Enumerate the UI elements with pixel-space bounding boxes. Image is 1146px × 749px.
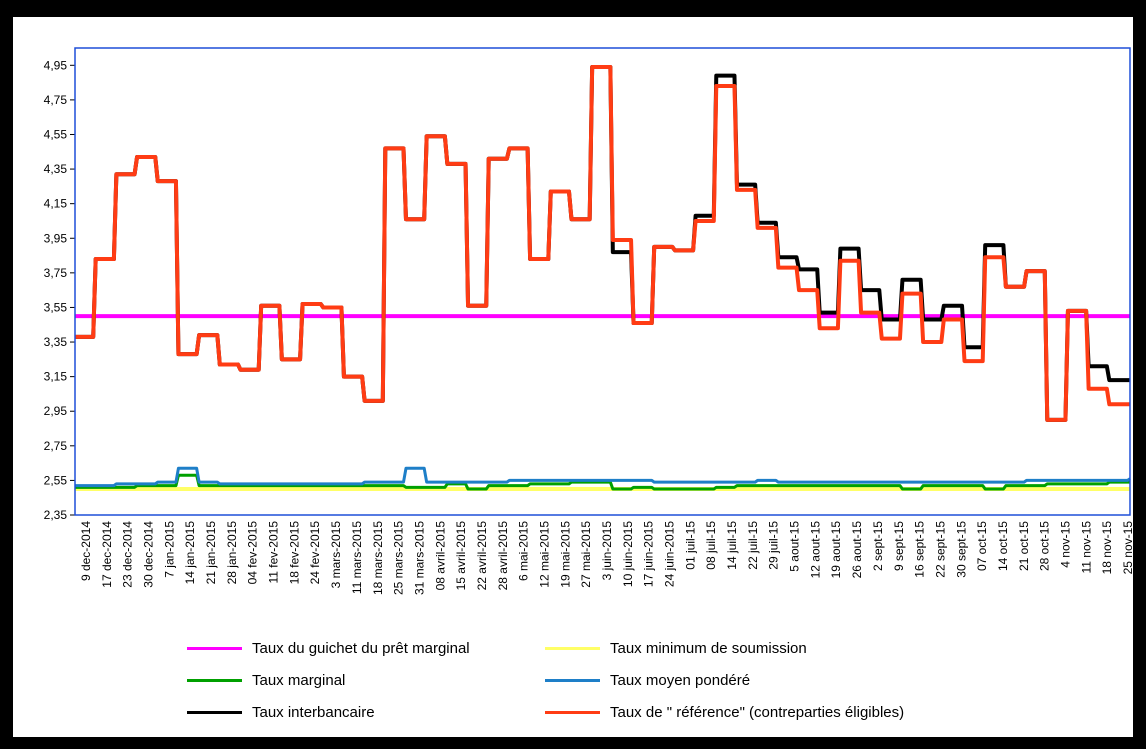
x-tick-label: 3 mars-2015 (329, 521, 343, 589)
x-tick-label: 31 mars-2015 (412, 521, 426, 595)
x-tick-label: 18 fev-2015 (287, 521, 301, 585)
y-axis-ticks: 2,35 2,55 2,75 2,95 3,15 3,35 3,55 3,75 3,95 4,15… (44, 58, 75, 522)
legend-swatch (545, 710, 600, 714)
x-tick-label: 17 juin-2015 (642, 521, 656, 587)
rates-line-chart: 2,35 2,55 2,75 2,95 3,15 3,35 3,55 3,75 3,95 4,15… (44, 47, 1133, 595)
x-tick-label: 21 oct-15 (1017, 521, 1031, 571)
x-tick-label: 08 avril-2015 (433, 521, 447, 591)
x-tick-label: 3 juin-2015 (600, 521, 614, 581)
x-tick-label: 23 dec-2014 (121, 521, 135, 588)
x-tick-label: 24 fev-2015 (308, 521, 322, 585)
x-tick-label: 24 juin-2015 (663, 521, 677, 587)
x-tick-label: 28 avril-2015 (496, 521, 510, 591)
legend-item-pret-marginal: Taux du guichet du prêt marginal (187, 637, 470, 659)
x-tick-label: 27 mai-2015 (579, 521, 593, 588)
x-tick-label: 04 fev-2015 (246, 521, 260, 585)
legend-label: Taux marginal (252, 671, 346, 689)
series-line-4 (75, 65, 1130, 422)
x-tick-label: 9 dec-2014 (79, 521, 93, 581)
legend-item-taux-interbancaire: Taux interbancaire (187, 701, 375, 723)
series-lines (75, 65, 1131, 492)
x-tick-label: 17 dec-2014 (100, 521, 114, 588)
legend-label: Taux minimum de soumission (610, 639, 807, 657)
y-tick-label: 4,75 (44, 93, 68, 107)
x-tick-label: 22 avril-2015 (475, 521, 489, 591)
legend-label: Taux moyen pondéré (610, 671, 751, 689)
legend-item-taux-moyen: Taux moyen pondéré (545, 669, 750, 691)
x-tick-label: 19 mai-2015 (558, 521, 572, 588)
legend-swatch (187, 710, 242, 714)
y-tick-label: 4,15 (44, 197, 68, 211)
x-tick-label: 15 avril-2015 (454, 521, 468, 591)
y-tick-label: 2,75 (44, 439, 68, 453)
legend-item-taux-marginal: Taux marginal (187, 669, 345, 691)
x-tick-label: 08 juil-15 (704, 521, 718, 570)
x-tick-label: 19 aout-15 (829, 521, 843, 579)
x-tick-label: 28 jan-2015 (225, 521, 239, 585)
legend-label: Taux de " référence" (contreparties élig… (610, 703, 905, 721)
y-tick-label: 3,15 (44, 370, 68, 384)
x-tick-label: 14 oct-15 (996, 521, 1010, 571)
y-tick-label: 4,55 (44, 127, 68, 141)
x-tick-label: 2 sept-15 (871, 521, 885, 571)
x-tick-label: 14 jan-2015 (183, 521, 197, 585)
x-tick-label: 25 nov-15 (1121, 521, 1133, 575)
x-tick-label: 10 juin-2015 (621, 521, 635, 587)
x-tick-label: 11 fev-2015 (267, 521, 281, 584)
x-tick-label: 22 juil-15 (746, 521, 760, 570)
x-axis-ticks: 9 dec-2014 17 dec-2014 23 dec-2014 30 dec-2… (79, 521, 1133, 595)
x-tick-label: 28 oct-15 (1038, 521, 1052, 571)
x-tick-label: 22 sept-15 (933, 521, 947, 578)
legend-item-taux-reference: Taux de " référence" (contreparties élig… (545, 701, 904, 723)
x-tick-label: 01 juil-15 (683, 521, 697, 570)
x-tick-label: 26 aout-15 (850, 521, 864, 579)
x-tick-label: 29 juil-15 (767, 521, 781, 570)
x-tick-label: 4 nov-15 (1058, 521, 1072, 568)
x-tick-label: 07 oct-15 (975, 521, 989, 571)
x-tick-label: 5 aout-15 (788, 521, 802, 572)
x-tick-label: 18 mars-2015 (371, 521, 385, 595)
x-tick-label: 6 mai-2015 (517, 521, 531, 581)
y-tick-label: 3,95 (44, 231, 68, 245)
y-tick-label: 3,35 (44, 335, 68, 349)
x-tick-label: 16 sept-15 (913, 521, 927, 578)
x-tick-label: 21 jan-2015 (204, 521, 218, 585)
y-tick-label: 2,55 (44, 473, 68, 487)
chart-frame: 2,35 2,55 2,75 2,95 3,15 3,35 3,55 3,75 3,95 4,15… (13, 17, 1133, 737)
y-tick-label: 2,95 (44, 404, 68, 418)
x-tick-label: 25 mars-2015 (392, 521, 406, 595)
y-tick-label: 2,35 (44, 508, 68, 522)
legend-item-taux-minimum: Taux minimum de soumission (545, 637, 807, 659)
x-tick-label: 30 dec-2014 (142, 521, 156, 588)
x-tick-label: 12 mai-2015 (537, 521, 551, 588)
x-tick-label: 18 nov-15 (1100, 521, 1114, 575)
legend-swatch (545, 646, 600, 650)
y-tick-label: 3,55 (44, 300, 68, 314)
x-tick-label: 30 sept-15 (954, 521, 968, 578)
y-tick-label: 3,75 (44, 266, 68, 280)
legend-swatch (187, 678, 242, 682)
series-line-2 (75, 473, 1130, 491)
legend-label: Taux interbancaire (252, 703, 375, 721)
series-line-3 (75, 466, 1131, 488)
plot-area-border (74, 47, 1131, 516)
legend-label: Taux du guichet du prêt marginal (252, 639, 470, 657)
x-tick-label: 7 jan-2015 (162, 521, 176, 578)
x-tick-label: 11 mars-2015 (350, 521, 364, 594)
y-tick-label: 4,35 (44, 162, 68, 176)
x-tick-label: 9 sept-15 (892, 521, 906, 571)
x-tick-label: 11 nov-15 (1079, 521, 1093, 574)
series-line-5 (75, 65, 1130, 422)
x-tick-label: 12 aout-15 (808, 521, 822, 579)
legend-swatch (545, 678, 600, 682)
y-tick-label: 4,95 (44, 58, 68, 72)
legend-swatch (187, 646, 242, 650)
x-tick-label: 14 juil-15 (725, 521, 739, 570)
